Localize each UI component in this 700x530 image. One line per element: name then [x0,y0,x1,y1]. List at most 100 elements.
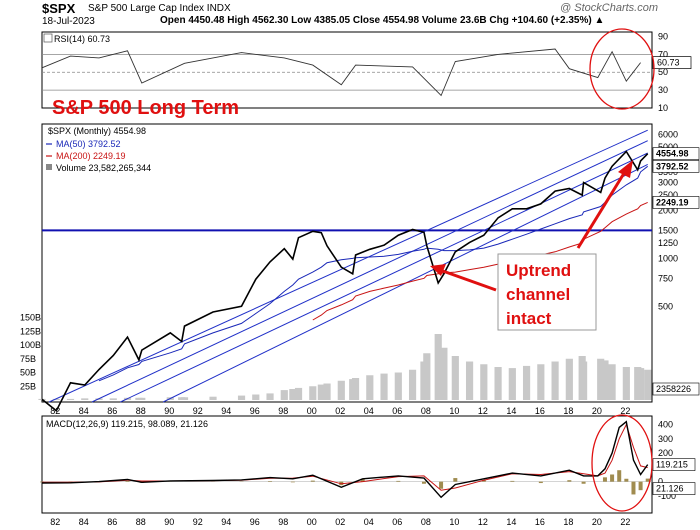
x-axis-label: 86 [107,406,117,416]
price-tick-label: 750 [658,273,673,283]
annotation-text: intact [506,309,552,328]
volume-bar [294,387,303,400]
macd-x-axis-label: 14 [506,517,516,527]
volume-tick-label: 100B [20,340,41,350]
macd-x-axis-label: 94 [221,517,231,527]
macd-histogram-bar [360,478,365,482]
chart-header: $SPX S&P 500 Large Cap Index INDX @ Stoc… [0,0,700,32]
volume-value-box [652,382,700,396]
ma50-legend: MA(50) 3792.52 [56,139,121,149]
macd-value-label: 119.215 [656,460,688,470]
volume-bar [465,361,474,400]
volume-bar [180,397,189,400]
annotation-text: Uptrend [506,261,571,280]
macd-hist-value-label: 21.126 [656,484,684,494]
ma200-value-label: 2249.19 [656,197,689,207]
rsi-value-label: 60.73 [657,58,680,68]
volume-bar [580,361,588,400]
volume-tick-label: 75B [20,354,36,364]
chart-title: S&P 500 Long Term [52,97,239,119]
volume-bar [280,390,288,400]
annotation-arrow-left [439,268,497,292]
macd-value-box [652,458,696,471]
x-axis-label: 20 [592,406,602,416]
rsi-panel-frame [41,31,653,109]
macd-histogram-bar [631,481,636,495]
volume-bar [451,356,459,400]
volume-bar [366,375,374,400]
channel-line [91,140,648,403]
macd-x-axis-label: 86 [107,517,117,527]
volume-bar [423,353,431,400]
volume-bar [317,384,325,400]
macd-panel-frame [41,415,653,514]
x-axis-label: 16 [535,406,545,416]
annotation-text: channel [506,285,570,304]
volume-bar [522,365,531,400]
macd-x-axis-label: 04 [364,517,374,527]
volume-tick-label: 25B [20,381,36,391]
volume-bar [81,398,89,400]
annotation-arrowhead-right [618,160,633,178]
price-tick-label: 1500 [658,225,678,235]
symbol-label: $SPX [42,1,76,16]
volume-bar [323,383,331,400]
macd-histogram-bar [610,474,615,482]
rsi-legend: RSI(14) 60.73 [54,34,110,44]
macd-histogram-bar [567,480,572,482]
volume-bar [394,372,402,400]
channel-line [48,129,648,403]
macd-x-axis-label: 02 [335,517,345,527]
macd-x-axis-label: 08 [421,517,431,527]
macd-histogram-bar [310,480,315,482]
price-tick-label: 3000 [658,178,678,188]
price-legend: $SPX (Monthly) 4554.98 [48,126,146,136]
macd-histogram-bar [617,470,622,482]
volume-bar [408,369,417,400]
x-axis-label: 98 [278,406,288,416]
macd-histogram-bar [268,481,273,482]
macd-x-axis-label: 92 [193,517,203,527]
quote-date: 18-Jul-2023 [42,16,95,27]
macd-x-axis-label: 84 [79,517,89,527]
macd-histogram-bar [481,480,486,482]
volume-bar [66,398,75,400]
volume-tick-label: 150B [20,313,41,323]
macd-histogram-bar [290,481,295,483]
x-axis-label: 90 [164,406,174,416]
volume-bar [597,358,605,400]
channel-line [120,152,648,403]
x-axis-label: 92 [193,406,203,416]
rsi-highlight-circle [589,28,655,110]
rsi-tick-label: 30 [658,85,668,95]
macd-legend: MACD(12,26,9) 119.215, 98.089, 21.126 [46,419,208,429]
macd-x-axis-label: 10 [449,517,459,527]
macd-x-axis-label: 18 [563,517,573,527]
macd-histogram-bar [439,481,444,489]
volume-bar [351,378,360,400]
macd-histogram-bar [421,481,426,484]
volume-bar [289,389,297,400]
spx-price-line [41,150,649,413]
volume-legend: Volume 23,582,265,344 [56,163,151,173]
macd-x-axis-label: 22 [620,517,630,527]
volume-bar [508,368,516,400]
annotation-box [497,253,597,331]
price-tick-label: 2000 [658,206,678,216]
ma50-value-label-box [652,160,700,173]
price-tick-label: 1000 [658,253,678,263]
macd-histogram-bar [602,477,607,482]
macd-x-axis-label: 12 [478,517,488,527]
close-value-label-box [652,147,700,160]
x-axis-label: 22 [620,406,630,416]
x-axis-label: 00 [307,406,317,416]
macd-histogram-bar [396,480,401,482]
macd-x-axis-label: 98 [278,517,288,527]
close-value-label: 4554.98 [656,149,689,159]
rsi-tick-label: 70 [658,49,668,59]
macd-x-axis-label: 82 [50,517,60,527]
x-axis-label: 84 [79,406,89,416]
volume-bar [622,367,630,400]
macd-histogram-bar [624,478,629,482]
